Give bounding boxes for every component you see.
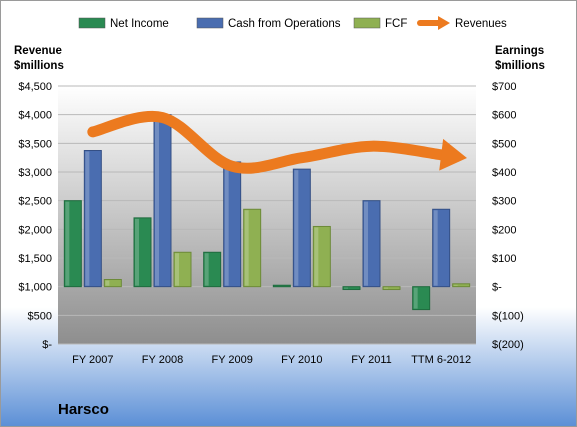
x-tick-label: FY 2011 [351, 354, 392, 366]
right-tick-label: $700 [492, 81, 516, 93]
net-income-bar [272, 284, 291, 288]
legend-arrowhead-revenues [438, 16, 450, 30]
plot-area [58, 86, 476, 344]
fcf-bar [382, 286, 401, 291]
right-tick-label: $600 [492, 110, 516, 122]
right-tick-label: $300 [492, 196, 516, 208]
legend-label-net-income: Net Income [110, 18, 169, 30]
cash-from-operations-bar-highlight [294, 170, 299, 286]
legend-swatch-net-income [78, 17, 106, 29]
fcf-bar-highlight [244, 210, 249, 286]
cash-from-operations-bar [292, 168, 311, 288]
fcf-bar [452, 283, 471, 288]
net-income-bar [63, 200, 82, 288]
net-income-bar [412, 286, 431, 311]
x-tick-label: TTM 6-2012 [411, 354, 471, 366]
left-tick-label: $3,000 [18, 167, 52, 179]
cash-from-operations-bar [83, 150, 102, 288]
legend-swatch-fcf [353, 17, 381, 29]
right-tick-label: $- [492, 282, 502, 294]
revenues-arrowhead [439, 138, 467, 171]
cash-from-operations-bar-highlight [433, 210, 438, 286]
net-income-bar-highlight [135, 218, 139, 286]
left-tick-label: $2,500 [18, 196, 52, 208]
net-income-bar-highlight [204, 253, 209, 286]
cash-from-operations-bar [432, 208, 451, 288]
left-tick-label: $1,000 [18, 282, 52, 294]
right-axis-title: Earnings $millions [495, 45, 545, 72]
revenues-line [87, 110, 447, 174]
right-tick-label: $100 [492, 253, 516, 265]
cash-from-operations-bar [362, 200, 381, 288]
fcf-bar-highlight [314, 227, 319, 286]
legend-swatch-cash-from-operations [196, 17, 224, 29]
x-tick-label: FY 2010 [281, 354, 322, 366]
x-tick-label: FY 2009 [211, 354, 252, 366]
net-income-bar-highlight [65, 201, 70, 286]
fcf-bar [243, 208, 262, 288]
cash-from-operations-bar-highlight [155, 115, 159, 286]
net-income-bar-highlight [413, 287, 418, 309]
left-tick-label: $2,000 [18, 224, 52, 236]
x-axis-ticks: FY 2007 FY 2008 FY 2009 FY 2010 FY 2011 TTM 6… [72, 354, 471, 366]
left-tick-label: $4,000 [18, 110, 52, 122]
fcf-bar-highlight [384, 287, 388, 289]
right-tick-label: $500 [492, 138, 516, 150]
left-axis-ticks: $4,500 $4,000 $3,500 $3,000 $2,500 $2,000 $1,5… [18, 81, 52, 351]
right-axis-title-line1: Earnings [495, 45, 544, 57]
left-axis-title-line2: $millions [14, 60, 64, 72]
right-axis-title-line2: $millions [495, 60, 545, 72]
cash-from-operations-bar-highlight [364, 201, 368, 286]
legend-label-fcf: FCF [385, 18, 407, 30]
cash-from-operations-bar-highlight [85, 151, 90, 286]
left-axis-title-line1: Revenue [14, 45, 62, 57]
cash-from-operations-bar-highlight [224, 162, 229, 286]
revenue-line-group [87, 110, 467, 174]
right-tick-label: $(100) [492, 310, 524, 322]
bars-group [63, 114, 471, 311]
left-tick-label: $- [42, 339, 52, 351]
x-tick-label: FY 2008 [142, 354, 183, 366]
legend: Net Income Cash from Operations FCF Revenue… [78, 16, 507, 30]
legend-label-cash-from-operations: Cash from Operations [228, 18, 341, 30]
left-axis-title: Revenue $millions [14, 45, 64, 72]
fcf-bar-highlight [453, 284, 458, 286]
company-name: Harsco [58, 401, 109, 418]
fcf-bar [173, 251, 192, 288]
fcf-bar-highlight [105, 280, 110, 286]
left-tick-label: $1,500 [18, 253, 52, 265]
left-tick-label: $500 [28, 310, 52, 322]
fcf-bar-highlight [175, 253, 179, 286]
left-tick-label: $3,500 [18, 138, 52, 150]
x-tick-label: FY 2007 [72, 354, 113, 366]
right-tick-label: $200 [492, 224, 516, 236]
legend-label-revenues: Revenues [455, 18, 507, 30]
net-income-bar-highlight [344, 287, 348, 289]
fcf-bar [312, 225, 331, 288]
right-tick-label: $(200) [492, 339, 524, 351]
net-income-bar [133, 217, 152, 288]
fcf-bar [103, 279, 122, 288]
left-tick-label: $4,500 [18, 81, 52, 93]
right-axis-ticks: $700 $600 $500 $400 $300 $200 $100 $- $(100) $(20… [492, 81, 524, 351]
gridlines [58, 85, 476, 345]
net-income-bar [342, 286, 361, 291]
net-income-bar [203, 251, 222, 288]
right-tick-label: $400 [492, 167, 516, 179]
